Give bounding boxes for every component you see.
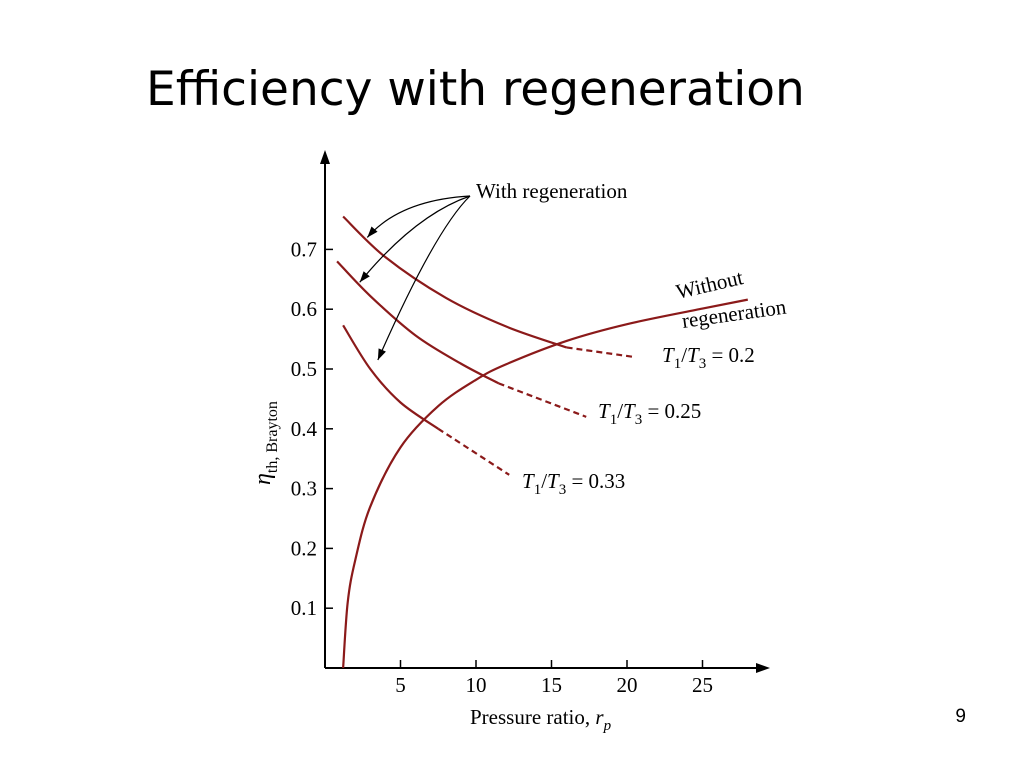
curve-label-slash: /	[681, 343, 687, 367]
x-tick-label: 5	[395, 673, 406, 697]
curve-label-value: = 0.33	[566, 469, 625, 493]
x-axis-label-text: Pressure ratio,	[470, 705, 595, 729]
curve-label-sub1: 1	[610, 412, 618, 428]
y-tick-label: 0.2	[291, 536, 317, 560]
curve-label-sub3: 3	[559, 482, 567, 498]
annotation-arrow-head	[377, 348, 386, 361]
x-tick-label: 25	[692, 673, 713, 697]
curve-without-regeneration	[342, 298, 749, 669]
annotation-arrow-head	[359, 271, 370, 283]
with-regeneration-annotation: With regeneration	[476, 179, 628, 203]
annotation-arrow-line	[359, 195, 471, 283]
slide-title: Efficiency with regeneration	[146, 62, 805, 117]
y-tick-label: 0.6	[291, 297, 317, 321]
annotation-arrow-line	[377, 195, 471, 361]
curve-label-sub3: 3	[699, 356, 707, 372]
curve-t1-t3-0.25-solid	[336, 260, 500, 385]
annotation-arrow-head	[367, 226, 378, 238]
without-regeneration-annotation-line2: regeneration	[680, 295, 788, 333]
x-tick-label: 10	[466, 673, 487, 697]
curve-label-t-symbol: T	[522, 469, 535, 493]
x-tick-label: 20	[617, 673, 638, 697]
curve-label-slash: /	[617, 399, 623, 423]
x-tick-label: 15	[541, 673, 562, 697]
curve-label-t-symbol: T	[687, 343, 700, 367]
without-regeneration-annotation-line1: Without	[674, 265, 746, 304]
curve-label-t-symbol: T	[547, 469, 560, 493]
y-axis-label-symbol: η	[250, 473, 276, 485]
curve-label-t-symbol: T	[598, 399, 611, 423]
y-axis-label: ηth, Brayton	[250, 401, 281, 485]
x-axis-label-subscript: p	[603, 718, 612, 734]
curve-label-sub1: 1	[534, 482, 542, 498]
curve-t1-t3-0.33-solid	[342, 324, 439, 430]
curve-label-value: = 0.2	[706, 343, 755, 367]
curve-t1-t3-0.33-dashed	[437, 427, 510, 476]
curve-t1-t3-0.2-dashed	[566, 346, 635, 359]
curve-label-slash: /	[541, 469, 547, 493]
curve-label-t1t3-0.2: T1/T3 = 0.2	[662, 343, 755, 372]
x-axis-label: Pressure ratio, rp	[470, 705, 612, 734]
y-tick-label: 0.3	[291, 477, 317, 501]
y-tick-label: 0.5	[291, 357, 317, 381]
slide-number: 9	[955, 706, 966, 727]
y-axis-label-subscript: th, Brayton	[264, 401, 281, 473]
curve-label-sub3: 3	[635, 412, 643, 428]
curve-label-t1t3-0.25: T1/T3 = 0.25	[598, 399, 701, 428]
y-tick-label: 0.7	[291, 237, 317, 261]
curve-t1-t3-0.25-dashed	[498, 382, 587, 418]
x-axis-arrow	[756, 663, 770, 673]
y-tick-label: 0.4	[291, 417, 318, 441]
curve-label-value: = 0.25	[642, 399, 701, 423]
curve-label-sub1: 1	[674, 356, 682, 372]
y-tick-label: 0.1	[291, 596, 317, 620]
curve-t1-t3-0.2-solid	[342, 215, 567, 349]
curve-label-t-symbol: T	[623, 399, 636, 423]
curve-label-t1t3-0.33: T1/T3 = 0.33	[522, 469, 625, 498]
x-axis-label-symbol: r	[595, 705, 604, 729]
curve-label-t-symbol: T	[662, 343, 675, 367]
y-axis-arrow	[320, 150, 330, 164]
